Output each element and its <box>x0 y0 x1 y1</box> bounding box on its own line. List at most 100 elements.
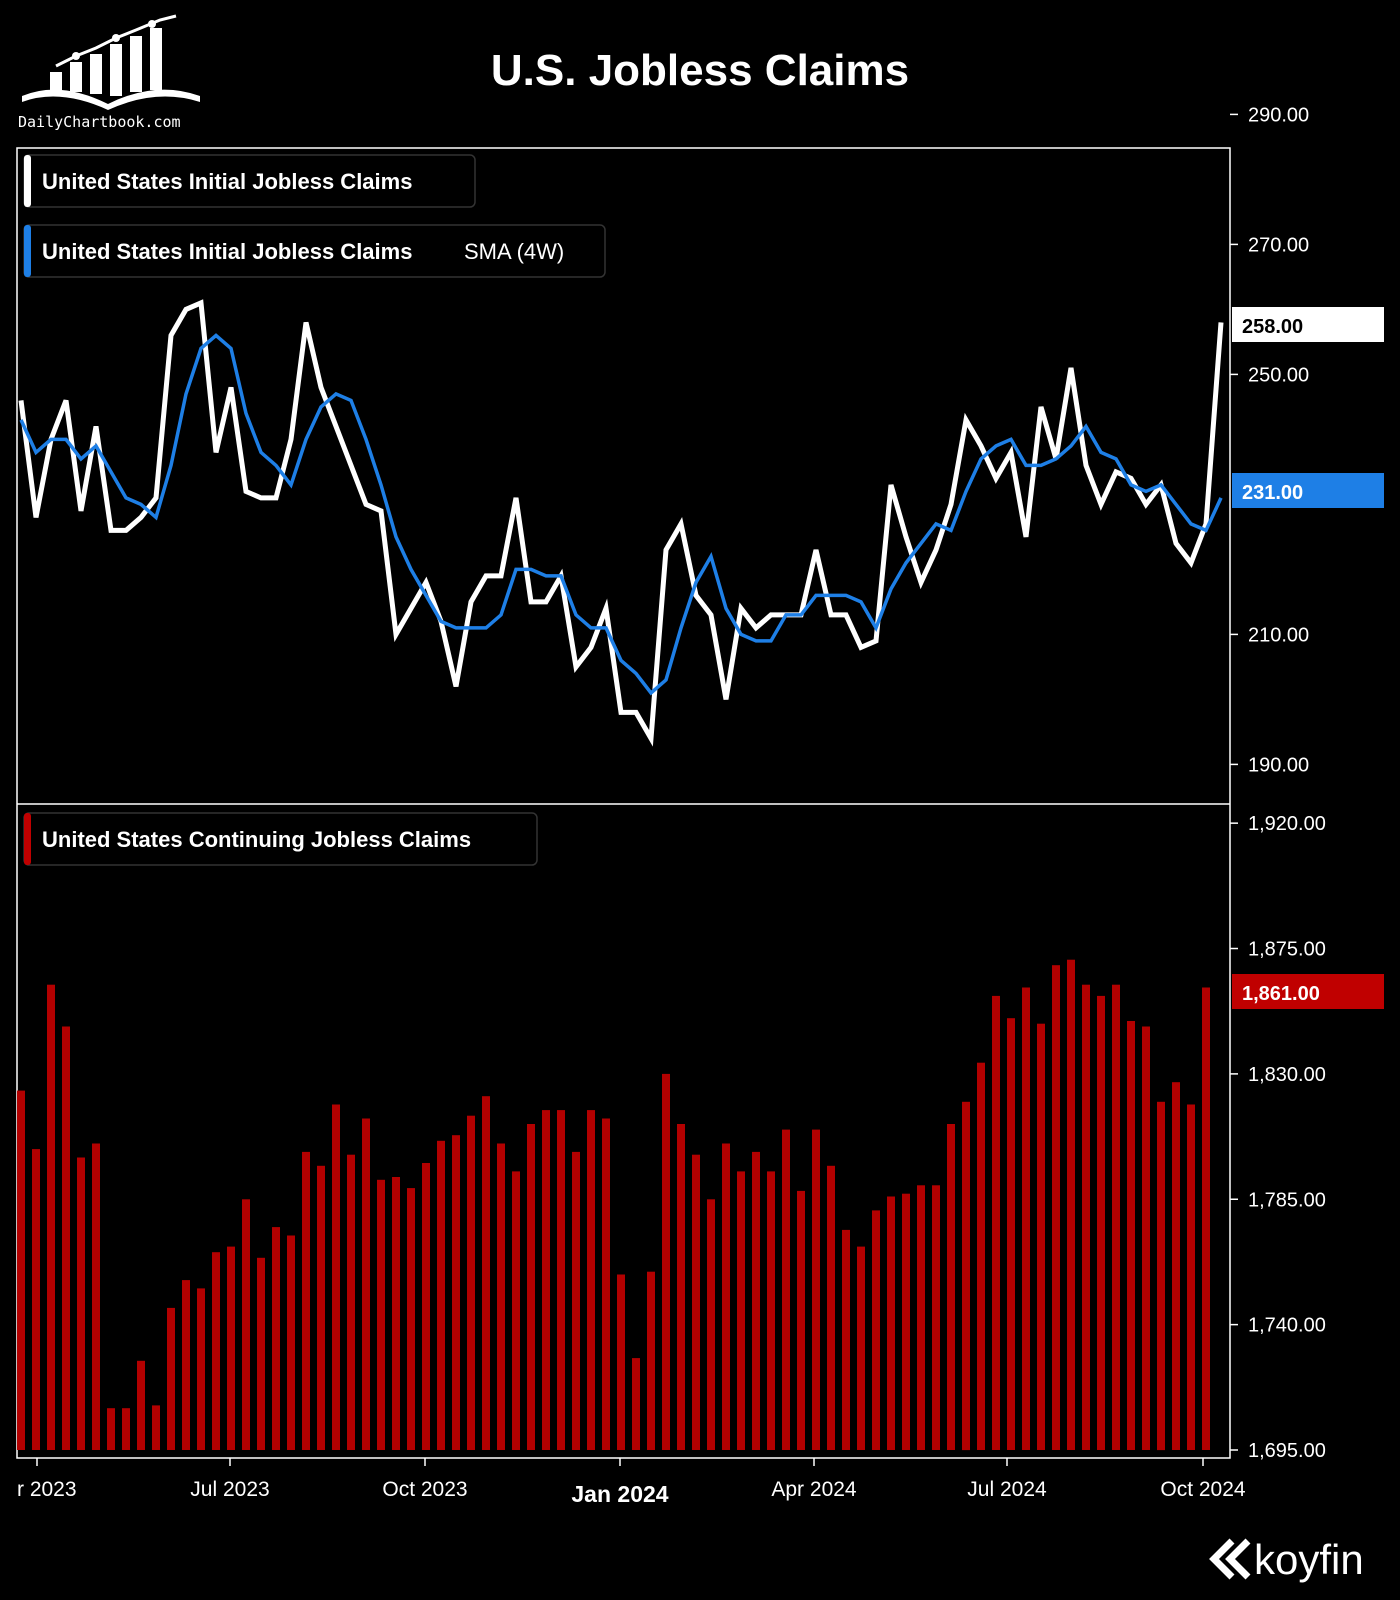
continuing-claims-bar <box>1097 995 1105 1450</box>
legend-sma-swatch <box>24 225 31 277</box>
badge-continuing-value: 1,861.00 <box>1242 983 1320 1005</box>
continuing-claims-bar <box>422 1163 430 1450</box>
continuing-claims-bar <box>512 1171 520 1450</box>
y-tick-label: 1,875.00 <box>1248 939 1326 961</box>
continuing-claims-bar <box>482 1096 490 1450</box>
continuing-claims-bar <box>647 1271 655 1450</box>
y-tick-label: 210.00 <box>1248 624 1309 646</box>
continuing-claims-bar <box>1082 984 1090 1450</box>
continuing-claims-bar <box>62 1026 70 1450</box>
y-tick-label: 1,740.00 <box>1248 1315 1326 1337</box>
continuing-claims-bar <box>377 1179 385 1450</box>
badge-continuing: 1,861.00 <box>1232 974 1384 1009</box>
y-tick-label: 1,785.00 <box>1248 1189 1326 1211</box>
koyfin-chevron-icon <box>1209 1538 1251 1580</box>
continuing-claims-bar <box>947 1124 955 1450</box>
continuing-claims-bar <box>407 1188 415 1450</box>
continuing-claims-bar <box>662 1073 670 1450</box>
y-tick-label: 270.00 <box>1248 234 1309 256</box>
continuing-claims-bar <box>452 1135 460 1450</box>
continuing-claims-bar <box>1037 1023 1045 1450</box>
continuing-claims-bar <box>932 1185 940 1450</box>
y-tick-label: 190.00 <box>1248 754 1309 776</box>
continuing-claims-bar <box>977 1062 985 1450</box>
continuing-claims-bar <box>1112 984 1120 1450</box>
continuing-claims-bar <box>842 1229 850 1450</box>
continuing-claims-bar <box>632 1358 640 1450</box>
legend-sma-sublabel: SMA (4W) <box>464 239 564 264</box>
continuing-claims-bar <box>1142 1026 1150 1450</box>
koyfin-logo: koyfin <box>1209 1536 1364 1583</box>
continuing-claims-bar <box>857 1246 865 1450</box>
continuing-claims-bar <box>77 1157 85 1450</box>
y-tick-label: 1,695.00 <box>1248 1440 1326 1462</box>
continuing-claims-bar <box>392 1177 400 1450</box>
continuing-claims-bar <box>1187 1104 1195 1450</box>
legend-continuing-swatch <box>24 813 31 865</box>
continuing-claims-bar <box>752 1151 760 1450</box>
y-tick-label: 1,830.00 <box>1248 1064 1326 1086</box>
continuing-claims-bar <box>1022 987 1030 1450</box>
continuing-claims-bar <box>812 1129 820 1450</box>
legend-continuing-label: United States Continuing Jobless Claims <box>42 827 471 852</box>
legend-initial-label: United States Initial Jobless Claims <box>42 169 412 194</box>
continuing-claims-bar <box>197 1288 205 1450</box>
continuing-claims-bar <box>707 1199 715 1450</box>
continuing-claims-bar <box>617 1274 625 1450</box>
continuing-claims-bar <box>137 1360 145 1450</box>
y-tick-label: 250.00 <box>1248 364 1309 386</box>
continuing-claims-bar <box>692 1154 700 1450</box>
continuing-claims-bar <box>1052 965 1060 1450</box>
continuing-claims-bar <box>347 1154 355 1450</box>
continuing-claims-bar <box>1067 959 1075 1450</box>
continuing-claims-bar <box>227 1246 235 1450</box>
continuing-claims-bar <box>287 1235 295 1450</box>
continuing-claims-bar <box>92 1143 100 1450</box>
continuing-claims-bar <box>677 1124 685 1450</box>
continuing-claims-bar <box>122 1408 130 1450</box>
legend-initial[interactable]: United States Initial Jobless Claims <box>23 154 476 208</box>
continuing-claims-bar <box>887 1196 895 1450</box>
continuing-claims-bar <box>782 1129 790 1450</box>
top-y-axis: 290.00 270.00 250.00 210.00 190.00 <box>1230 104 1309 776</box>
y-tick-label: 1,920.00 <box>1248 813 1326 835</box>
legend-sma[interactable]: United States Initial Jobless Claims SMA… <box>23 224 606 278</box>
continuing-claims-bar <box>1007 1018 1015 1450</box>
sma-points <box>20 335 1222 694</box>
badge-sma: 231.00 <box>1232 473 1384 508</box>
continuing-claims-bar <box>182 1280 190 1450</box>
continuing-claims-bar <box>152 1405 160 1450</box>
x-tick-label: Apr 2024 <box>771 1478 857 1501</box>
continuing-claims-bar <box>767 1171 775 1450</box>
x-tick-label: Jul 2023 <box>190 1478 269 1501</box>
badge-sma-value: 231.00 <box>1242 482 1303 504</box>
continuing-claims-bar <box>542 1110 550 1450</box>
continuing-claims-bar <box>212 1252 220 1450</box>
continuing-claims-bar <box>1157 1101 1165 1451</box>
continuing-claims-bar <box>302 1151 310 1450</box>
chart-title: U.S. Jobless Claims <box>491 46 909 95</box>
x-tick-label: Jul 2024 <box>967 1478 1047 1501</box>
x-tick-label: Oct 2024 <box>1160 1478 1246 1501</box>
legend-sma-label: United States Initial Jobless Claims <box>42 239 412 264</box>
x-axis: r 2023 Jul 2023 Oct 2023 Jan 2024 Apr 2024 Ju… <box>17 1458 1246 1507</box>
continuing-claims-bar <box>437 1140 445 1450</box>
continuing-claims-bar <box>332 1104 340 1450</box>
continuing-claims-bar <box>737 1171 745 1450</box>
continuing-claims-bar <box>962 1101 970 1451</box>
site-name: DailyChartbook.com <box>18 113 181 131</box>
continuing-claims-bar <box>527 1124 535 1450</box>
continuing-claims-bar <box>317 1165 325 1450</box>
continuing-claims-bar <box>362 1118 370 1450</box>
continuing-claims-bar <box>572 1151 580 1450</box>
continuing-claims-bar <box>1202 987 1210 1450</box>
bottom-y-axis: 1,920.00 1,875.00 1,830.00 1,785.00 1,740.00… <box>1230 813 1326 1462</box>
legend-continuing[interactable]: United States Continuing Jobless Claims <box>23 812 538 866</box>
x-tick-label: r 2023 <box>17 1478 77 1501</box>
continuing-claims-bar <box>242 1199 250 1450</box>
legend-initial-swatch <box>24 155 31 207</box>
continuing-claims-bar <box>497 1143 505 1450</box>
continuing-claims-bar <box>47 984 55 1450</box>
badge-continuing-bg <box>1232 974 1384 1009</box>
